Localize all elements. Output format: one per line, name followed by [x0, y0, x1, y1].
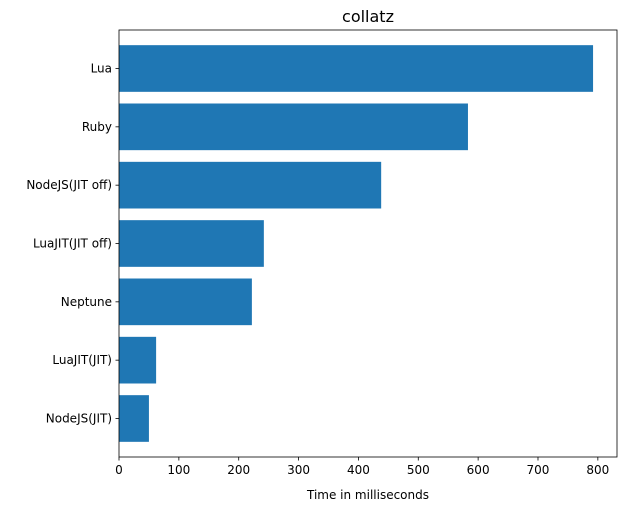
y-axis-ticks: NodeJS(JIT) LuaJIT(JIT) Neptune LuaJIT(JIT … — [26, 62, 119, 426]
x-tick-label: 700 — [527, 463, 550, 477]
bar-luajit-jit-off — [119, 220, 264, 267]
bar-ruby — [119, 103, 468, 151]
x-tick-label: 500 — [407, 463, 430, 477]
bar-lua — [119, 45, 594, 92]
x-axis-ticks: 0 100 200 300 400 500 600 700 800 — [115, 457, 609, 477]
y-tick-label: Lua — [91, 62, 112, 76]
x-tick-label: 0 — [115, 463, 123, 477]
chart-title: collatz — [342, 7, 394, 26]
y-tick-label: NodeJS(JIT) — [46, 412, 112, 426]
bar-nodejs-jit-off — [119, 161, 382, 209]
y-tick-label: Ruby — [82, 120, 112, 134]
x-tick-label: 300 — [287, 463, 310, 477]
y-tick-label: LuaJIT(JIT off) — [33, 237, 112, 251]
plot-frame — [118, 29, 618, 458]
y-tick-label: LuaJIT(JIT) — [52, 353, 112, 367]
x-axis-label: Time in milliseconds — [306, 488, 429, 502]
x-tick-label: 400 — [347, 463, 370, 477]
x-tick-label: 800 — [586, 463, 609, 477]
y-tick-label: Neptune — [61, 295, 112, 309]
bar-neptune — [119, 278, 252, 326]
y-tick-label: NodeJS(JIT off) — [26, 178, 112, 192]
bar-luajit-jit — [119, 336, 157, 384]
x-tick-label: 100 — [167, 463, 190, 477]
x-tick-label: 200 — [227, 463, 250, 477]
bars-group — [119, 45, 594, 442]
bar-nodejs-jit — [119, 395, 149, 442]
x-tick-label: 600 — [467, 463, 490, 477]
